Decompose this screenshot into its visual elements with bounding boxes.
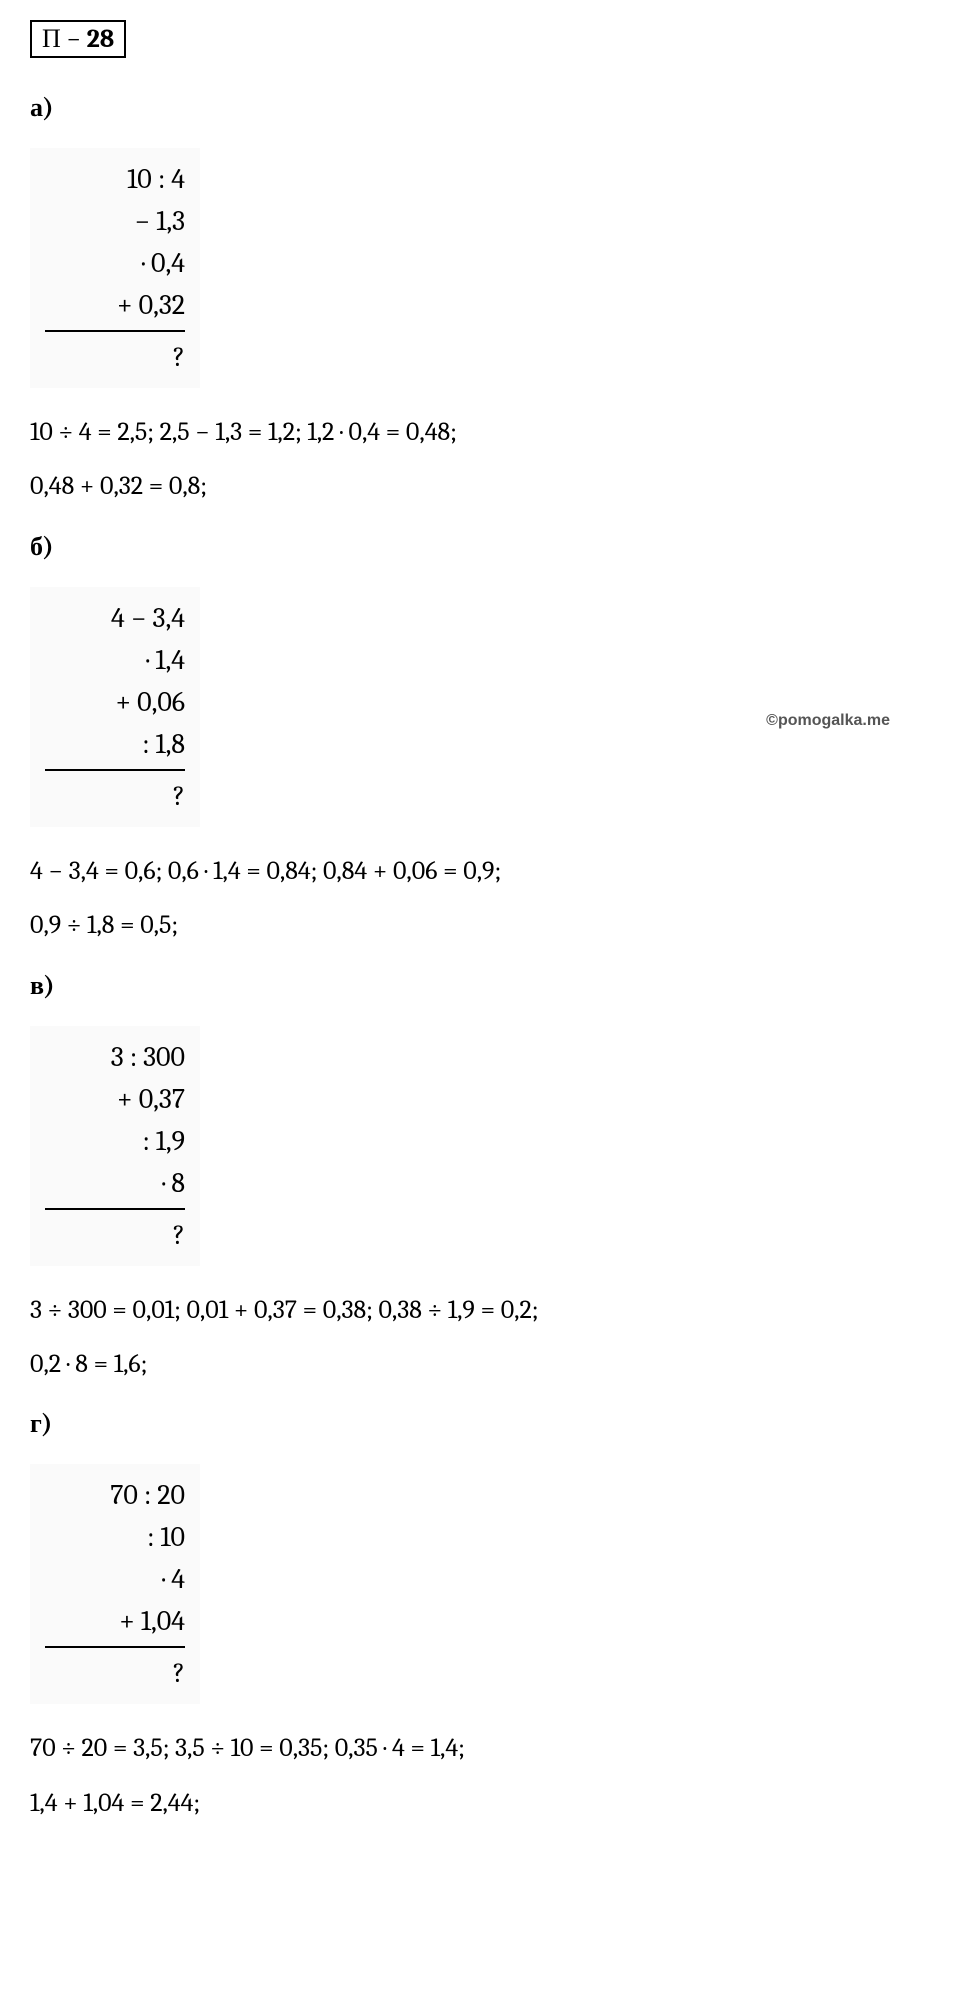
- solution-line: 10 ÷ 4 = 2,5; 2,5 − 1,3 = 1,2; 1,2 · 0,4…: [30, 408, 930, 457]
- problem-row: 3 : 300: [45, 1036, 185, 1078]
- problem-row: : 10: [45, 1516, 185, 1558]
- problem-box: 3 : 300+ 0,37: 1,9· 8?: [30, 1026, 200, 1266]
- section: в) 3 : 300+ 0,37: 1,9· 8? 3 ÷ 300 = 0,01; …: [30, 971, 930, 1390]
- problem-row: : 1,8: [45, 723, 185, 771]
- problem-row: + 0,37: [45, 1078, 185, 1120]
- solution-line: 0,48 + 0,32 = 0,8;: [30, 462, 930, 511]
- problem-row: + 0,32: [45, 284, 185, 332]
- problem-row: · 4: [45, 1558, 185, 1600]
- section-label: б): [30, 532, 930, 562]
- problem-row: − 1,3: [45, 200, 185, 242]
- problem-row: · 1,4: [45, 639, 185, 681]
- problem-row: 10 : 4: [45, 158, 185, 200]
- problem-result-row: ?: [45, 1210, 185, 1256]
- problem-box: 70 : 20: 10· 4+ 1,04?: [30, 1464, 200, 1704]
- section: б)©pomogalka.me4 − 3,4· 1,4+ 0,06: 1,8?4…: [30, 532, 930, 951]
- problem-row: · 0,4: [45, 242, 185, 284]
- section-label: г): [30, 1409, 930, 1439]
- header-prefix: П −: [42, 24, 87, 54]
- solution-line: 0,9 ÷ 1,8 = 0,5;: [30, 901, 930, 950]
- section: а) 10 : 4− 1,3· 0,4+ 0,32? 10 ÷ 4 = 2,5; 2…: [30, 93, 930, 512]
- solution-line: 3 ÷ 300 = 0,01; 0,01 + 0,37 = 0,38; 0,38…: [30, 1286, 930, 1335]
- solution-line: 1,4 + 1,04 = 2,44;: [30, 1779, 930, 1828]
- solution-line: 0,2 · 8 = 1,6;: [30, 1340, 930, 1389]
- problem-row: 70 : 20: [45, 1474, 185, 1516]
- section: г) 70 : 20: 10· 4+ 1,04? 70 ÷ 20 = 3,5; 3,…: [30, 1409, 930, 1828]
- section-label: а): [30, 93, 930, 123]
- problem-box: 10 : 4− 1,3· 0,4+ 0,32?: [30, 148, 200, 388]
- problem-box: 4 − 3,4· 1,4+ 0,06: 1,8?: [30, 587, 200, 827]
- sections-wrapper: а) 10 : 4− 1,3· 0,4+ 0,32? 10 ÷ 4 = 2,5; 2…: [30, 93, 930, 1828]
- solution-line: 70 ÷ 20 = 3,5; 3,5 ÷ 10 = 0,35; 0,35 · 4…: [30, 1724, 930, 1773]
- problem-header-box: П − 28: [30, 20, 126, 58]
- problem-row: : 1,9: [45, 1120, 185, 1162]
- problem-result-row: ?: [45, 332, 185, 378]
- document-container: П − 28 а) 10 : 4− 1,3· 0,4+ 0,32? 10 ÷ 4 =…: [30, 20, 930, 1828]
- problem-result-row: ?: [45, 771, 185, 817]
- problem-row: + 1,04: [45, 1600, 185, 1648]
- problem-row: + 0,06: [45, 681, 185, 723]
- watermark-text: ©pomogalka.me: [766, 712, 890, 730]
- solution-line: 4 − 3,4 = 0,6; 0,6 · 1,4 = 0,84; 0,84 + …: [30, 847, 930, 896]
- header-number: 28: [87, 24, 115, 54]
- problem-result-row: ?: [45, 1648, 185, 1694]
- section-label: в): [30, 971, 930, 1001]
- problem-row: · 8: [45, 1162, 185, 1210]
- problem-row: 4 − 3,4: [45, 597, 185, 639]
